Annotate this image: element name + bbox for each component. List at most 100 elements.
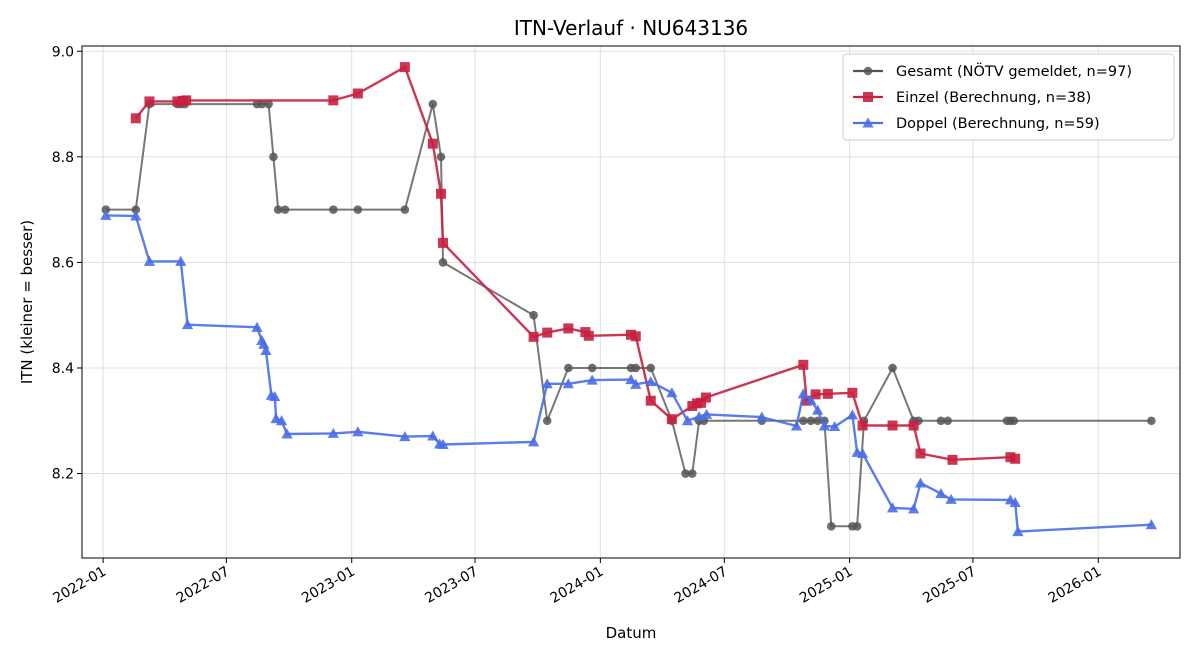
legend-swatch-marker xyxy=(862,117,874,128)
data-point xyxy=(260,344,272,356)
data-point xyxy=(908,503,920,514)
data-point xyxy=(181,319,194,330)
data-point xyxy=(583,330,594,341)
data-point xyxy=(813,416,822,426)
data-point xyxy=(945,493,957,504)
data-point xyxy=(646,363,656,373)
data-point xyxy=(328,95,339,106)
data-point xyxy=(399,62,410,73)
data-point xyxy=(790,420,803,431)
legend-swatch-marker xyxy=(863,66,873,76)
data-point xyxy=(542,327,553,338)
plot-frame xyxy=(81,45,1181,559)
series-triangle xyxy=(100,209,1157,537)
legend-item: Doppel (Berechnung, n=59) xyxy=(853,116,1100,132)
data-point xyxy=(805,394,817,405)
data-point xyxy=(688,469,697,478)
legend: Gesamt (NÖTV gemeldet, n=97) Einzel (Bere… xyxy=(842,53,1175,141)
data-point xyxy=(822,388,833,399)
data-point xyxy=(353,205,363,214)
data-point xyxy=(914,477,927,488)
data-point xyxy=(1009,416,1019,426)
data-point xyxy=(915,448,926,459)
data-point xyxy=(799,416,808,426)
data-point xyxy=(812,404,824,415)
legend-swatch-marker xyxy=(863,92,873,102)
data-point xyxy=(101,205,111,214)
data-point xyxy=(798,359,809,370)
data-point xyxy=(696,397,707,408)
data-point xyxy=(269,152,278,162)
data-point xyxy=(631,363,641,373)
data-point xyxy=(281,428,293,439)
data-point xyxy=(700,392,711,403)
data-point xyxy=(352,88,363,99)
data-point xyxy=(666,387,678,398)
data-point xyxy=(586,374,598,385)
data-point xyxy=(943,416,953,426)
data-point xyxy=(100,209,112,220)
data-point xyxy=(427,430,439,441)
data-point xyxy=(645,395,656,406)
data-point xyxy=(856,447,869,458)
data-point xyxy=(1009,496,1021,508)
data-point xyxy=(562,378,574,389)
data-point xyxy=(935,488,947,499)
legend-label: Einzel (Berechnung, n=38) xyxy=(896,90,1091,106)
data-point xyxy=(400,205,410,214)
data-point xyxy=(438,237,449,248)
y-tick-label: 9.0 xyxy=(52,44,74,60)
data-point xyxy=(563,323,574,334)
data-point xyxy=(529,310,538,320)
data-point xyxy=(130,113,141,124)
data-point xyxy=(806,416,816,426)
data-point xyxy=(681,415,694,426)
data-point xyxy=(181,95,192,106)
data-point xyxy=(435,188,446,199)
data-point xyxy=(437,438,449,449)
data-point xyxy=(175,255,187,266)
data-point xyxy=(630,331,641,342)
series-layer xyxy=(100,62,1157,537)
data-point xyxy=(130,210,142,221)
data-point xyxy=(826,522,836,531)
data-point xyxy=(888,363,897,373)
data-point xyxy=(541,378,553,389)
data-point xyxy=(846,409,858,420)
data-point xyxy=(352,426,364,437)
data-point xyxy=(818,420,831,431)
data-point xyxy=(131,205,141,214)
data-point xyxy=(273,205,283,214)
data-point xyxy=(756,411,768,422)
legend-label: Doppel (Berechnung, n=59) xyxy=(896,116,1100,132)
data-point xyxy=(438,258,448,267)
data-point xyxy=(269,390,281,401)
data-point xyxy=(280,205,290,214)
data-point xyxy=(275,415,288,426)
legend-item: Einzel (Berechnung, n=38) xyxy=(853,90,1091,106)
legend-box xyxy=(842,53,1175,141)
data-point xyxy=(1010,453,1021,464)
data-point xyxy=(625,373,637,385)
data-point xyxy=(172,96,183,107)
data-point xyxy=(144,96,155,107)
data-point xyxy=(587,363,597,373)
legend-item: Gesamt (NÖTV gemeldet, n=97) xyxy=(853,62,1132,80)
data-point xyxy=(564,363,573,373)
data-point xyxy=(1147,416,1156,426)
data-point xyxy=(258,338,270,349)
data-point xyxy=(666,414,677,425)
data-point xyxy=(801,395,812,406)
data-point xyxy=(947,454,958,465)
y-tick-label: 8.8 xyxy=(52,150,74,166)
data-point xyxy=(908,420,919,431)
y-tick-label: 8.2 xyxy=(52,467,74,483)
data-point xyxy=(857,420,868,431)
data-point xyxy=(887,420,898,431)
data-point xyxy=(542,416,552,426)
data-point xyxy=(264,99,273,109)
data-point xyxy=(630,378,642,389)
series-square xyxy=(130,62,1021,465)
data-point xyxy=(645,376,657,387)
data-point xyxy=(847,387,858,398)
